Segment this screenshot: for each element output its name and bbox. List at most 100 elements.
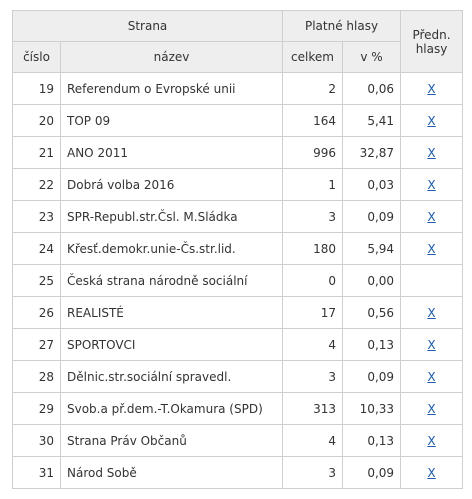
- table-row: 27 SPORTOVCI 4 0,13 X: [12, 328, 464, 361]
- preferential-votes-cell: X: [400, 296, 464, 329]
- party-number-cell: 23: [12, 200, 61, 233]
- party-number-cell: 22: [12, 168, 61, 201]
- party-name-cell: TOP 09: [59, 104, 284, 137]
- preferential-votes-header: Předn. hlasy: [400, 10, 464, 73]
- vote-percent-cell: 0,03: [342, 168, 402, 201]
- vote-total-cell: 17: [282, 296, 344, 329]
- vote-percent-cell: 0,09: [342, 200, 402, 233]
- vote-percent-cell: 10,33: [342, 392, 402, 425]
- table-row: 30 Strana Práv Občanů 4 0,13 X: [12, 424, 464, 457]
- party-number-cell: 21: [12, 136, 61, 169]
- preferential-votes-cell: X: [400, 232, 464, 265]
- vote-percent-cell: 0,56: [342, 296, 402, 329]
- party-name-cell: ANO 2011: [59, 136, 284, 169]
- valid-votes-header: Platné hlasy: [282, 10, 402, 42]
- party-number-cell: 28: [12, 360, 61, 393]
- party-number-cell: 20: [12, 104, 61, 137]
- vote-percent-cell: 0,09: [342, 456, 402, 489]
- vote-total-cell: 4: [282, 328, 344, 361]
- table-row: 29 Svob.a př.dem.-T.Okamura (SPD) 313 10,33…: [12, 392, 464, 425]
- preferential-votes-link[interactable]: X: [427, 369, 436, 384]
- preferential-votes-cell: X: [400, 328, 464, 361]
- party-number-cell: 19: [12, 72, 61, 105]
- party-name-cell: Referendum o Evropské unii: [59, 72, 284, 105]
- preferential-votes-link[interactable]: X: [427, 433, 436, 448]
- preferential-votes-link[interactable]: X: [427, 337, 436, 352]
- vote-percent-cell: 5,41: [342, 104, 402, 137]
- party-name-cell: Křesť.demokr.unie-Čs.str.lid.: [59, 232, 284, 265]
- preferential-votes-cell: [400, 264, 464, 297]
- party-name-cell: SPR-Republ.str.Čsl. M.Sládka: [59, 200, 284, 233]
- preferential-votes-cell: X: [400, 360, 464, 393]
- table-row: 25 Česká strana národně sociální 0 0,00: [12, 264, 464, 297]
- preferential-votes-cell: X: [400, 72, 464, 105]
- table-row: 26 REALISTÉ 17 0,56 X: [12, 296, 464, 329]
- preferential-votes-link[interactable]: X: [427, 305, 436, 320]
- results-table: Strana Platné hlasy Předn. hlasy číslo n…: [11, 10, 464, 489]
- party-name-cell: Strana Práv Občanů: [59, 424, 284, 457]
- vote-total-cell: 313: [282, 392, 344, 425]
- total-header: celkem: [282, 41, 344, 73]
- party-number-cell: 25: [12, 264, 61, 297]
- table-row: 20 TOP 09 164 5,41 X: [12, 104, 464, 137]
- table-row: 24 Křesť.demokr.unie-Čs.str.lid. 180 5,94 X: [12, 232, 464, 265]
- vote-percent-cell: 5,94: [342, 232, 402, 265]
- number-header: číslo: [12, 41, 61, 73]
- party-number-cell: 31: [12, 456, 61, 489]
- preferential-votes-link[interactable]: X: [427, 209, 436, 224]
- vote-total-cell: 1: [282, 168, 344, 201]
- name-header: název: [59, 41, 284, 73]
- vote-percent-cell: 32,87: [342, 136, 402, 169]
- vote-total-cell: 3: [282, 200, 344, 233]
- vote-percent-cell: 0,13: [342, 328, 402, 361]
- preferential-votes-cell: X: [400, 424, 464, 457]
- vote-percent-cell: 0,06: [342, 72, 402, 105]
- preferential-votes-link[interactable]: X: [427, 177, 436, 192]
- preferential-votes-cell: X: [400, 104, 464, 137]
- table-row: 19 Referendum o Evropské unii 2 0,06 X: [12, 72, 464, 105]
- percent-header: v %: [342, 41, 402, 73]
- table-row: 23 SPR-Republ.str.Čsl. M.Sládka 3 0,09 X: [12, 200, 464, 233]
- preferential-votes-cell: X: [400, 392, 464, 425]
- party-header: Strana: [11, 10, 284, 42]
- party-name-cell: REALISTÉ: [59, 296, 284, 329]
- vote-total-cell: 180: [282, 232, 344, 265]
- preferential-votes-cell: X: [400, 136, 464, 169]
- preferential-votes-cell: X: [400, 168, 464, 201]
- table-row: 21 ANO 2011 996 32,87 X: [12, 136, 464, 169]
- party-name-cell: Dělnic.str.sociální spravedl.: [59, 360, 284, 393]
- party-name-cell: SPORTOVCI: [59, 328, 284, 361]
- preferential-votes-link[interactable]: X: [427, 241, 436, 256]
- preferential-votes-cell: X: [400, 200, 464, 233]
- party-name-cell: Dobrá volba 2016: [59, 168, 284, 201]
- vote-percent-cell: 0,00: [342, 264, 402, 297]
- preferential-votes-link[interactable]: X: [427, 81, 436, 96]
- vote-total-cell: 0: [282, 264, 344, 297]
- preferential-votes-link[interactable]: X: [427, 113, 436, 128]
- vote-total-cell: 3: [282, 456, 344, 489]
- preferential-votes-link[interactable]: X: [427, 145, 436, 160]
- results-body: 19 Referendum o Evropské unii 2 0,06 X 20 TOP …: [12, 72, 464, 489]
- party-number-cell: 26: [12, 296, 61, 329]
- vote-total-cell: 2: [282, 72, 344, 105]
- vote-total-cell: 3: [282, 360, 344, 393]
- header-row-top: Strana Platné hlasy Předn. hlasy: [11, 10, 464, 73]
- vote-total-cell: 996: [282, 136, 344, 169]
- party-number-cell: 30: [12, 424, 61, 457]
- party-number-cell: 29: [12, 392, 61, 425]
- vote-total-cell: 4: [282, 424, 344, 457]
- party-number-cell: 27: [12, 328, 61, 361]
- vote-percent-cell: 0,09: [342, 360, 402, 393]
- vote-total-cell: 164: [282, 104, 344, 137]
- preferential-votes-cell: X: [400, 456, 464, 489]
- table-row: 28 Dělnic.str.sociální spravedl. 3 0,09 X: [12, 360, 464, 393]
- party-number-cell: 24: [12, 232, 61, 265]
- preferential-votes-link[interactable]: X: [427, 465, 436, 480]
- party-name-cell: Národ Sobě: [59, 456, 284, 489]
- vote-percent-cell: 0,13: [342, 424, 402, 457]
- header-row-bottom: číslo název celkem v %: [12, 41, 463, 73]
- party-name-cell: Svob.a př.dem.-T.Okamura (SPD): [59, 392, 284, 425]
- preferential-votes-link[interactable]: X: [427, 401, 436, 416]
- party-name-cell: Česká strana národně sociální: [59, 264, 284, 297]
- table-row: 22 Dobrá volba 2016 1 0,03 X: [12, 168, 464, 201]
